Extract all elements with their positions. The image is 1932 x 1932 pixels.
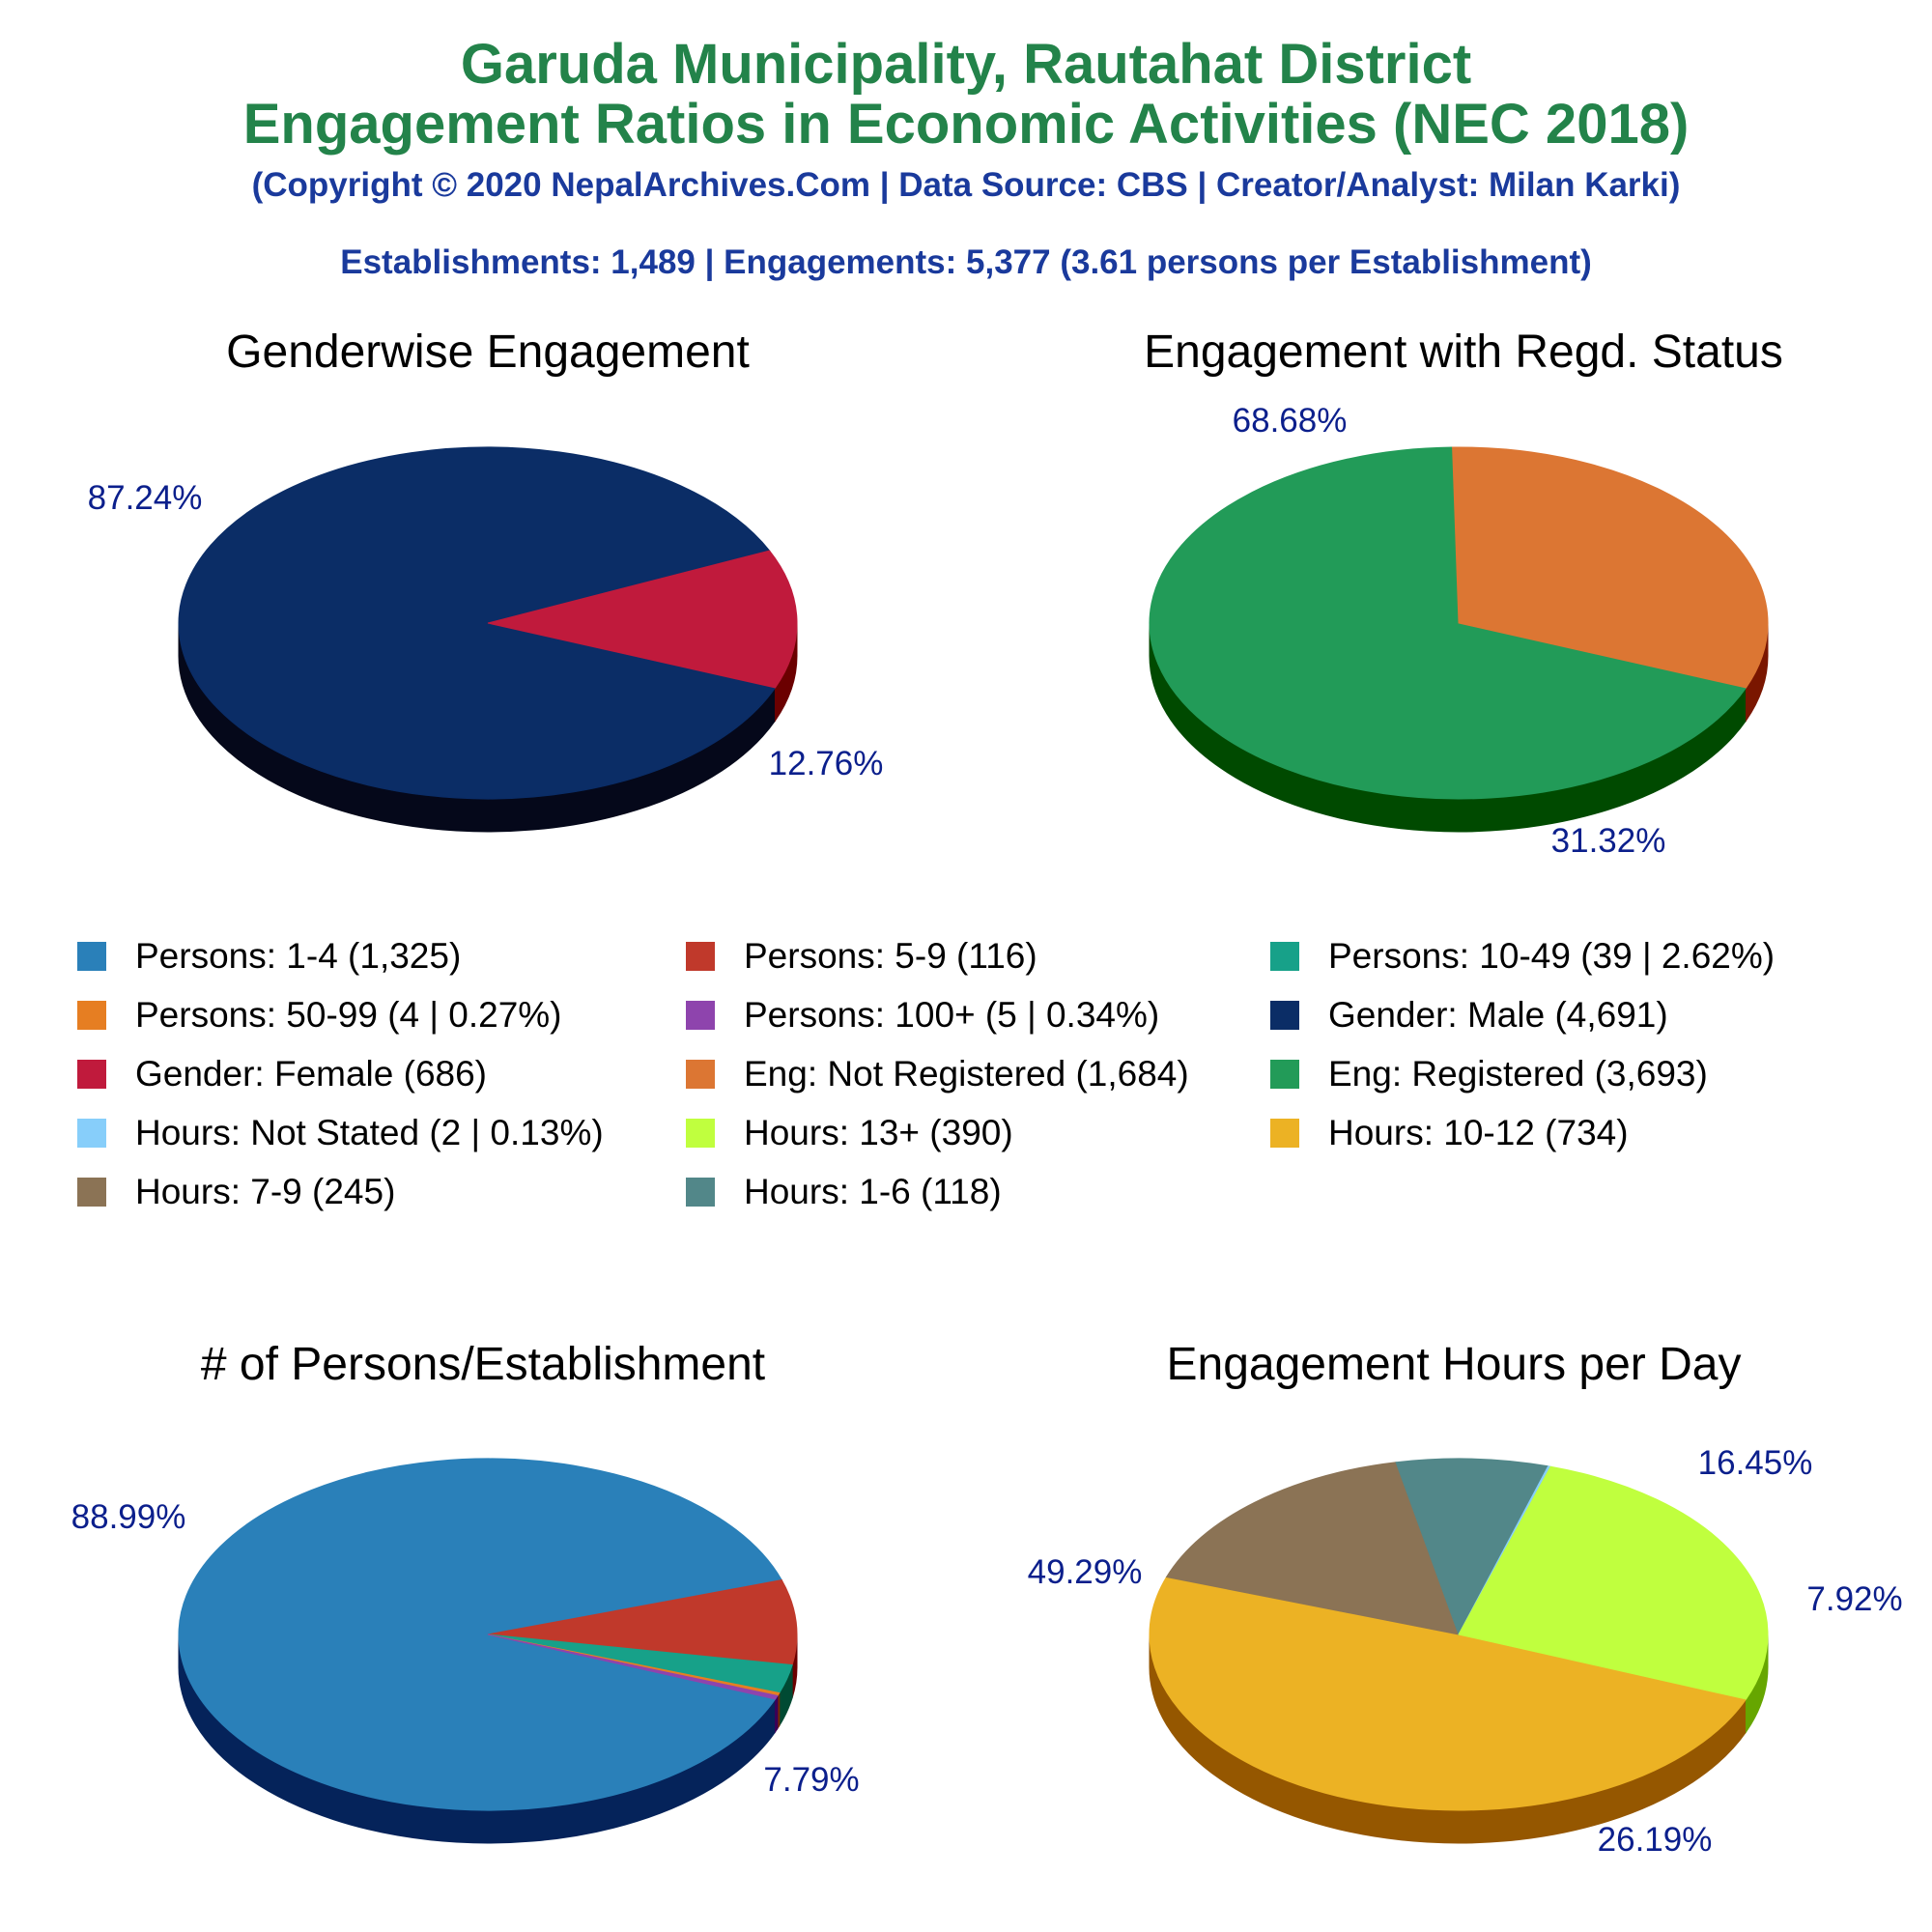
legend-item: Persons: 5-9 (116) bbox=[686, 935, 1037, 978]
pie-percent-label: 7.92% bbox=[1806, 1580, 1902, 1618]
legend-label: Persons: 50-99 (4 | 0.27%) bbox=[135, 995, 562, 1035]
legend-swatch bbox=[77, 1119, 106, 1148]
legend-item: Hours: 7-9 (245) bbox=[77, 1171, 395, 1213]
pie-title: # of Persons/Establishment bbox=[201, 1339, 765, 1390]
pie-title: Engagement Hours per Day bbox=[1167, 1339, 1742, 1390]
legend-item: Hours: 13+ (390) bbox=[686, 1112, 1013, 1154]
pie-percent-label: 87.24% bbox=[88, 479, 203, 517]
pie-percent-label: 12.76% bbox=[769, 745, 884, 782]
legend-swatch bbox=[1270, 942, 1299, 971]
pie-chart-genderwise-engagement: Genderwise Engagement 87.24% 12.76% bbox=[88, 327, 884, 833]
pie-percent-label: 31.32% bbox=[1551, 822, 1666, 860]
pie-chart-engagement-hours-per-day: Engagement Hours per Day 49.29% 16.45% 7.92… bbox=[1028, 1339, 1903, 1859]
legend-item: Persons: 50-99 (4 | 0.27%) bbox=[77, 994, 562, 1037]
chart-title-line2: Engagement Ratios in Economic Activities… bbox=[242, 93, 1690, 156]
legend-item: Persons: 1-4 (1,325) bbox=[77, 935, 461, 978]
legend-label: Hours: Not Stated (2 | 0.13%) bbox=[135, 1113, 604, 1152]
legend-item: Eng: Not Registered (1,684) bbox=[686, 1053, 1189, 1095]
legend-item: Eng: Registered (3,693) bbox=[1270, 1053, 1708, 1095]
pie-side-persons-100 bbox=[775, 1693, 779, 1734]
legend-label: Hours: 10-12 (734) bbox=[1328, 1113, 1629, 1152]
legend-item: Hours: 10-12 (734) bbox=[1270, 1112, 1629, 1154]
legend-swatch bbox=[686, 1119, 715, 1148]
legend-swatch bbox=[1270, 1060, 1299, 1089]
legend-swatch bbox=[77, 1178, 106, 1207]
legend-item: Gender: Male (4,691) bbox=[1270, 994, 1668, 1037]
pie-slice-hours-7-9 bbox=[1165, 1462, 1460, 1635]
legend-swatch bbox=[686, 1060, 715, 1089]
legend-label: Persons: 5-9 (116) bbox=[744, 936, 1037, 976]
pie-slice-eng-not-registered bbox=[1452, 446, 1769, 689]
pie-slice-hours-13 bbox=[1458, 1465, 1769, 1700]
pie-slice-persons-5-9 bbox=[487, 1579, 798, 1666]
legend-label: Eng: Not Registered (1,684) bbox=[744, 1054, 1189, 1094]
pie-slice-hours-1-6 bbox=[1395, 1458, 1549, 1636]
legend-label: Hours: 13+ (390) bbox=[744, 1113, 1013, 1152]
summary-line: Establishments: 1,489 | Engagements: 5,3… bbox=[340, 243, 1592, 281]
pie-percent-label: 7.79% bbox=[763, 1761, 859, 1799]
pie-title: Engagement with Regd. Status bbox=[1144, 327, 1783, 378]
pie-percent-label: 68.68% bbox=[1233, 402, 1348, 440]
legend-swatch bbox=[77, 1060, 106, 1089]
legend-label: Gender: Female (686) bbox=[135, 1054, 488, 1094]
legend-label: Persons: 1-4 (1,325) bbox=[135, 936, 462, 976]
legend-swatch bbox=[77, 1001, 106, 1030]
legend-swatch bbox=[686, 942, 715, 971]
pie-slice-eng-registered bbox=[1149, 446, 1747, 800]
legend-swatch bbox=[77, 942, 106, 971]
legend-label: Hours: 1-6 (118) bbox=[744, 1172, 1002, 1211]
pie-slice-persons-1-4 bbox=[178, 1458, 783, 1811]
chart-title-line1: Garuda Municipality, Rautahat District bbox=[460, 33, 1472, 96]
legend-label: Hours: 7-9 (245) bbox=[135, 1172, 396, 1211]
pie-chart-of-persons-establishment: # of Persons/Establishment 88.99% 7.79% bbox=[71, 1339, 860, 1844]
legend-swatch bbox=[686, 1001, 715, 1030]
legend-label: Persons: 100+ (5 | 0.34%) bbox=[744, 995, 1160, 1035]
copyright-line: (Copyright © 2020 NepalArchives.Com | Da… bbox=[251, 166, 1681, 204]
pie-percent-label: 49.29% bbox=[1028, 1553, 1143, 1591]
legend-item: Persons: 10-49 (39 | 2.62%) bbox=[1270, 935, 1775, 978]
pie-title: Genderwise Engagement bbox=[226, 327, 750, 378]
pie-chart-engagement-with-regd-status: Engagement with Regd. Status 68.68% 31.32% bbox=[1144, 327, 1783, 860]
legend-swatch bbox=[1270, 1119, 1299, 1148]
pie-percent-label: 16.45% bbox=[1698, 1444, 1813, 1482]
pie-percent-label: 88.99% bbox=[71, 1498, 186, 1536]
legend-item: Gender: Female (686) bbox=[77, 1053, 487, 1095]
pie-slice-hours-10-12 bbox=[1149, 1577, 1747, 1811]
legend-item: Hours: Not Stated (2 | 0.13%) bbox=[77, 1112, 604, 1154]
legend-label: Gender: Male (4,691) bbox=[1328, 995, 1668, 1035]
pie-slice-gender-female bbox=[487, 550, 798, 689]
legend-swatch bbox=[1270, 1001, 1299, 1030]
legend-item: Persons: 100+ (5 | 0.34%) bbox=[686, 994, 1159, 1037]
pie-percent-label: 26.19% bbox=[1598, 1821, 1713, 1859]
pie-slice-persons-100 bbox=[487, 1634, 779, 1700]
legend-label: Persons: 10-49 (39 | 2.62%) bbox=[1328, 936, 1776, 976]
legend-item: Hours: 1-6 (118) bbox=[686, 1171, 1002, 1213]
pie-slice-gender-male bbox=[178, 446, 777, 800]
legend-swatch bbox=[686, 1178, 715, 1207]
legend-label: Eng: Registered (3,693) bbox=[1328, 1054, 1708, 1094]
